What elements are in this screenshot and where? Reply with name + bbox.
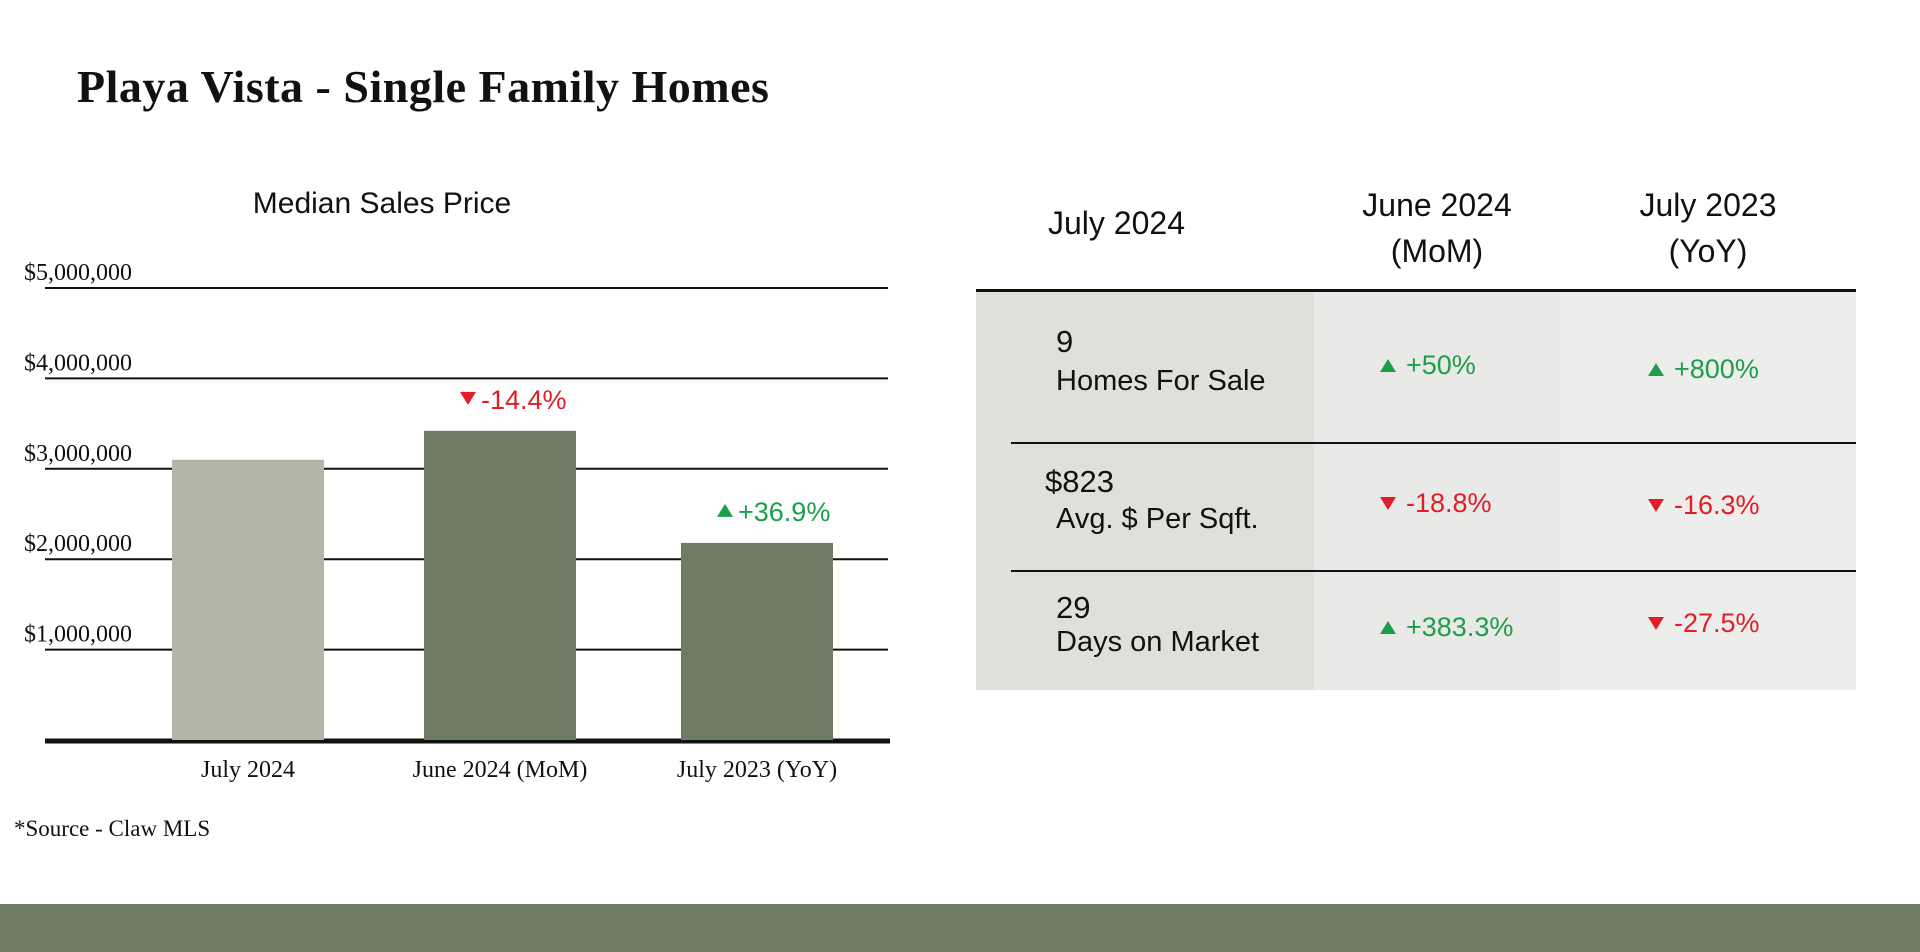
source-note: *Source - Claw MLS <box>14 816 211 841</box>
change-arrow-icon <box>1648 499 1664 512</box>
x-tick-label: July 2023 (YoY) <box>677 757 837 783</box>
price-per-sqft-yoy: -16.3% <box>1648 490 1760 521</box>
bar-change-label: -14.4% <box>481 385 567 415</box>
days-on-market-value: 29 <box>1056 590 1091 625</box>
footer-band <box>0 904 1920 952</box>
x-tick-label: July 2024 <box>201 757 295 783</box>
homes-for-sale-value: 9 <box>1056 324 1074 359</box>
header-mom: June 2024 (MoM) <box>1314 182 1560 274</box>
homes-for-sale-yoy: +800% <box>1648 354 1759 385</box>
y-tick-label: $1,000,000 <box>24 622 132 648</box>
row-rule-1 <box>1011 442 1856 444</box>
bar-1 <box>172 459 324 740</box>
chart-title: Median Sales Price <box>253 187 511 220</box>
price-per-sqft-value: $823 <box>1045 464 1114 499</box>
col-yoy-bg <box>1560 290 1856 690</box>
change-arrow-icon <box>1380 359 1396 372</box>
median-sales-price-chart: Median Sales Price $1,000,000 $2,000,000 $… <box>24 187 890 783</box>
row-rule-2 <box>1011 570 1856 572</box>
days-on-market-yoy: -27.5% <box>1648 608 1760 639</box>
change-arrow-icon <box>717 503 733 517</box>
bar-3 <box>681 542 833 740</box>
header-rule <box>976 289 1856 292</box>
change-arrow-icon <box>460 391 476 405</box>
homes-for-sale-label: Homes For Sale <box>1056 365 1266 397</box>
homes-for-sale-yoy-value: +800% <box>1674 354 1759 384</box>
stats-table: July 2024 June 2024 (MoM) July 2023 (YoY… <box>976 170 1856 690</box>
change-arrow-icon <box>1648 617 1664 630</box>
change-arrow-icon <box>1380 621 1396 634</box>
y-tick-label: $4,000,000 <box>24 350 132 376</box>
header-yoy-line1: July 2023 <box>1639 187 1777 223</box>
bar-2 <box>424 430 576 740</box>
bar-change-label: +36.9% <box>738 497 830 527</box>
col-mom-bg <box>1314 290 1560 690</box>
price-per-sqft-label: Avg. $ Per Sqft. <box>1056 503 1259 535</box>
header-mom-line2: (MoM) <box>1390 233 1484 269</box>
days-on-market-mom-value: +383.3% <box>1406 612 1514 642</box>
price-per-sqft-yoy-value: -16.3% <box>1674 490 1760 520</box>
price-per-sqft-mom-value: -18.8% <box>1406 488 1492 518</box>
y-tick-label: $5,000,000 <box>24 260 132 286</box>
days-on-market-yoy-value: -27.5% <box>1674 608 1760 638</box>
x-tick-label: June 2024 (MoM) <box>413 757 588 783</box>
days-on-market-mom: +383.3% <box>1380 612 1513 643</box>
page-title: Playa Vista - Single Family Homes <box>77 61 770 112</box>
header-yoy: July 2023 (YoY) <box>1560 182 1856 274</box>
header-mom-line1: June 2024 <box>1362 187 1512 223</box>
price-per-sqft-mom: -18.8% <box>1380 488 1492 519</box>
homes-for-sale-mom-value: +50% <box>1406 350 1476 380</box>
change-arrow-icon <box>1380 497 1396 510</box>
col-current-bg <box>976 290 1314 690</box>
header-current-line1: July 2024 <box>1048 205 1185 241</box>
y-tick-label: $3,000,000 <box>24 441 132 467</box>
header-yoy-line2: (YoY) <box>1668 233 1748 269</box>
homes-for-sale-mom: +50% <box>1380 350 1476 381</box>
header-current: July 2024 <box>996 200 1328 246</box>
change-arrow-icon <box>1648 363 1664 376</box>
days-on-market-label: Days on Market <box>1056 626 1260 658</box>
y-tick-label: $2,000,000 <box>24 531 132 557</box>
